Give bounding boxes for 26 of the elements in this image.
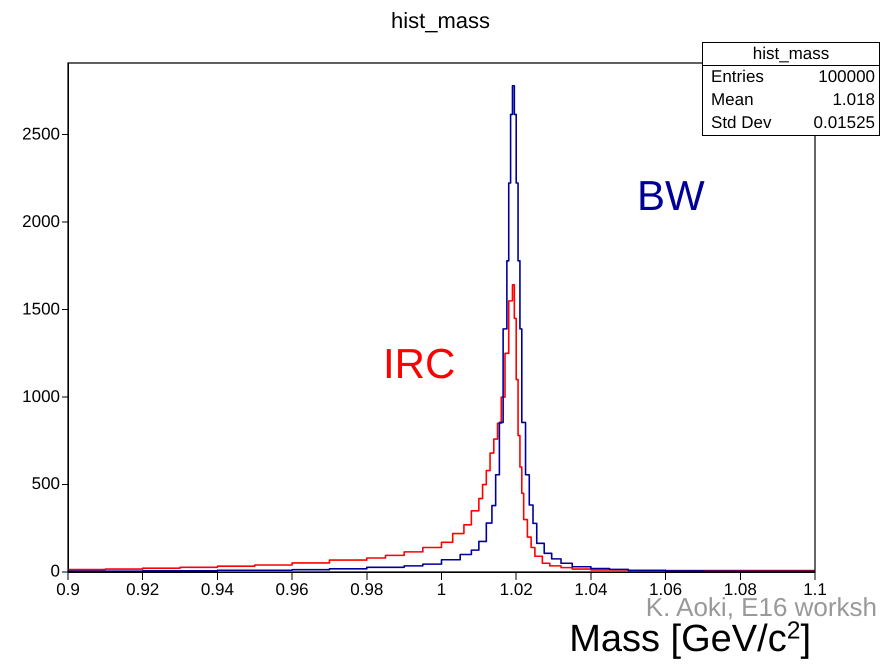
annotation: Std Dev [711,113,772,133]
x-tick-label: 1.08 [724,580,757,599]
y-tick-label: 1000 [22,386,60,406]
text: 1.018 [832,90,875,110]
x-tick-label: 1.04 [574,580,608,599]
y-tick-label: 2500 [22,124,60,144]
x-tick-label: 1.02 [500,580,533,599]
x-tick-label: 0.9 [56,580,80,599]
x-tick-label: 0.98 [350,580,384,599]
x-tick-label: 0.94 [200,580,234,599]
series-label: IRC [383,340,456,388]
x-tick-label: 0.96 [276,580,309,599]
y-tick-label: 0 [50,562,60,581]
x-tick-label: 0.92 [126,580,160,599]
y-tick-label: 2000 [22,212,60,231]
y-tick-label: 500 [32,474,60,494]
x-tick-label: 1.1 [803,580,827,599]
annotation: hist_mass [703,43,879,66]
annotation: 0.01525 [814,113,875,133]
annotation: Entries [711,67,764,87]
text: 100000 [818,67,875,87]
annotation: Mean [711,90,754,110]
chart-title: hist_mass [390,8,492,34]
y-tick-label: 1500 [22,299,60,318]
x-tick-label: 1 [436,580,446,599]
text: BW [637,172,705,220]
